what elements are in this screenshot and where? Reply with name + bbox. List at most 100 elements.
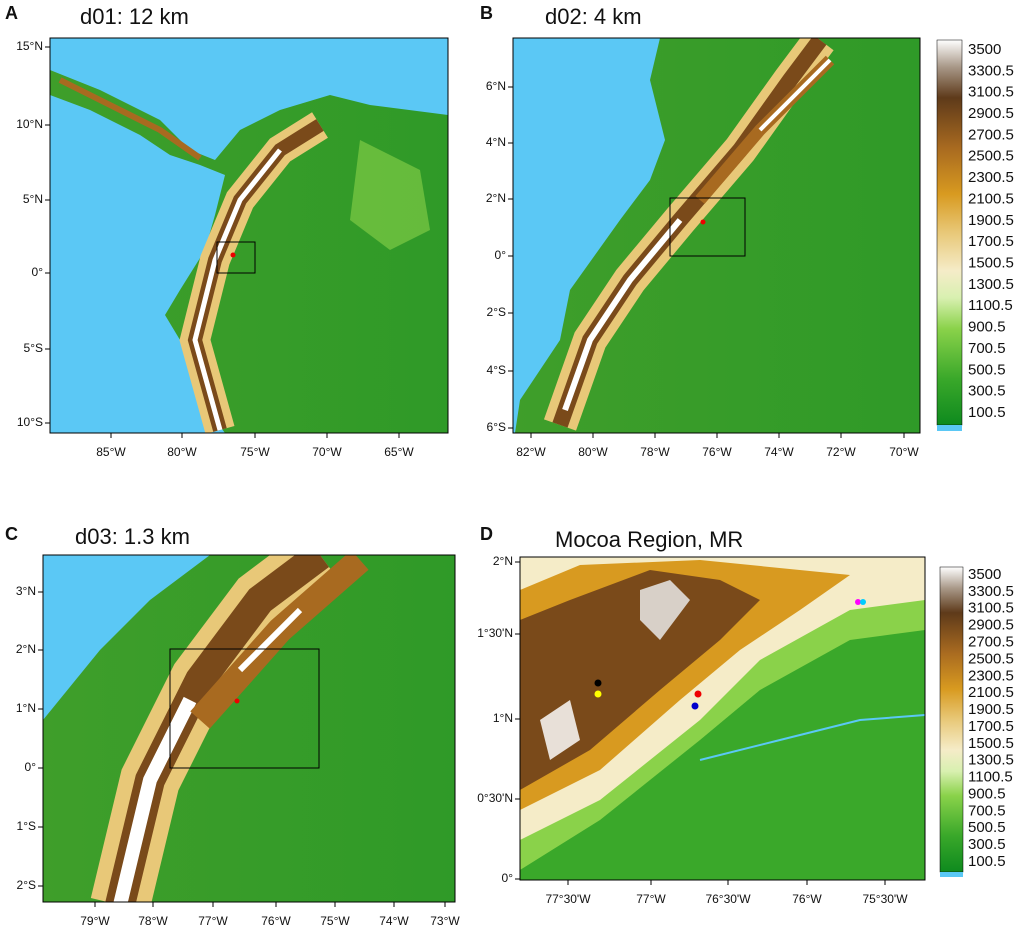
x-tick-label: 76°W xyxy=(702,445,732,459)
x-tick-label: 76°W xyxy=(792,892,822,906)
map-c xyxy=(43,555,455,902)
y-tick-label: 0° xyxy=(25,760,37,774)
colorbar-label: 300.5 xyxy=(968,836,1006,853)
colorbar-low xyxy=(940,872,963,877)
colorbar-label: 2100.5 xyxy=(968,684,1014,701)
x-tick-label: 75°W xyxy=(320,914,350,928)
y-tick-label: 1°30'N xyxy=(477,626,513,640)
colorbar-label: 1100.5 xyxy=(968,769,1013,786)
x-tick-label: 80°W xyxy=(578,445,608,459)
y-tick-label: 0° xyxy=(32,265,44,279)
colorbar-label: 3300.5 xyxy=(968,62,1014,79)
colorbar-label: 2700.5 xyxy=(968,633,1014,650)
colorbar-label: 1500.5 xyxy=(968,735,1014,752)
colorbar xyxy=(939,566,964,873)
colorbar-label: 900.5 xyxy=(968,319,1006,336)
colorbar-label: 3300.5 xyxy=(968,583,1014,600)
colorbar-label: 100.5 xyxy=(968,853,1006,870)
colorbar-label: 300.5 xyxy=(968,383,1006,400)
colorbar-label: 2900.5 xyxy=(968,617,1014,634)
x-tick-label: 80°W xyxy=(167,445,197,459)
y-tick-label: 2°N xyxy=(493,554,513,568)
colorbar-label: 3500 xyxy=(968,41,1001,58)
x-tick-label: 65°W xyxy=(384,445,414,459)
y-tick-label: 4°S xyxy=(487,363,506,377)
colorbar xyxy=(936,39,963,426)
y-tick-label: 0° xyxy=(495,248,507,262)
colorbar-label: 3100.5 xyxy=(968,84,1014,101)
y-tick-label: 4°N xyxy=(486,135,506,149)
x-tick-label: 82°W xyxy=(516,445,546,459)
x-tick-label: 77°30'W xyxy=(545,892,591,906)
colorbar-label: 1500.5 xyxy=(968,254,1014,271)
colorbar-label: 500.5 xyxy=(968,819,1006,836)
y-tick-label: 1°N xyxy=(493,711,513,725)
panel-title: Mocoa Region, MR xyxy=(555,527,743,552)
x-tick-label: 77°W xyxy=(198,914,228,928)
map-a xyxy=(50,38,448,433)
y-tick-label: 6°S xyxy=(487,420,506,434)
y-tick-label: 6°N xyxy=(486,79,506,93)
x-tick-label: 77°W xyxy=(636,892,666,906)
panel-letter: A xyxy=(5,3,18,23)
y-tick-label: 5°S xyxy=(24,341,43,355)
map-d xyxy=(520,557,925,880)
colorbar-label: 700.5 xyxy=(968,802,1006,819)
colorbar-label: 500.5 xyxy=(968,361,1006,378)
y-tick-label: 0° xyxy=(502,871,514,885)
panel-title: d01: 12 km xyxy=(80,4,189,29)
panel-title: d02: 4 km xyxy=(545,4,642,29)
colorbar-low xyxy=(937,425,962,431)
colorbar-label: 700.5 xyxy=(968,340,1006,357)
x-tick-label: 85°W xyxy=(96,445,126,459)
x-tick-label: 75°30'W xyxy=(862,892,908,906)
colorbar-label: 2300.5 xyxy=(968,667,1014,684)
map-b xyxy=(513,38,920,433)
x-tick-label: 78°W xyxy=(138,914,168,928)
y-tick-label: 10°S xyxy=(17,415,43,429)
colorbar-label: 2500.5 xyxy=(968,148,1014,165)
colorbar-label: 1300.5 xyxy=(968,276,1014,293)
colorbar-label: 1700.5 xyxy=(968,718,1014,735)
x-tick-label: 75°W xyxy=(240,445,270,459)
y-tick-label: 15°N xyxy=(16,39,43,53)
panel-title: d03: 1.3 km xyxy=(75,524,190,549)
panel-letter: C xyxy=(5,524,18,544)
colorbar-label: 900.5 xyxy=(968,785,1006,802)
y-tick-label: 2°S xyxy=(487,305,506,319)
x-tick-label: 72°W xyxy=(826,445,856,459)
colorbar-label: 3500 xyxy=(968,566,1001,583)
colorbar-label: 1700.5 xyxy=(968,233,1014,250)
y-tick-label: 1°S xyxy=(17,819,36,833)
x-tick-label: 76°30'W xyxy=(705,892,751,906)
y-tick-label: 2°N xyxy=(16,642,36,656)
frame xyxy=(49,37,449,434)
x-tick-label: 73°W xyxy=(430,914,460,928)
y-tick-label: 0°30'N xyxy=(477,791,513,805)
colorbar-label: 1900.5 xyxy=(968,701,1014,718)
y-tick-label: 5°N xyxy=(23,192,43,206)
x-tick-label: 76°W xyxy=(261,914,291,928)
y-tick-label: 2°S xyxy=(17,878,36,892)
x-tick-label: 74°W xyxy=(764,445,794,459)
y-tick-label: 10°N xyxy=(16,117,43,131)
x-tick-label: 78°W xyxy=(640,445,670,459)
y-tick-label: 1°N xyxy=(16,701,36,715)
y-tick-label: 3°N xyxy=(16,584,36,598)
colorbar-label: 1100.5 xyxy=(968,297,1013,314)
x-tick-label: 70°W xyxy=(889,445,919,459)
colorbar-label: 2900.5 xyxy=(968,105,1014,122)
colorbar-label: 1300.5 xyxy=(968,752,1014,769)
colorbar-label: 2500.5 xyxy=(968,650,1014,667)
x-tick-label: 70°W xyxy=(312,445,342,459)
colorbar-label: 100.5 xyxy=(968,404,1006,421)
frame xyxy=(42,554,456,903)
panel-letter: B xyxy=(480,3,493,23)
colorbar-label: 2100.5 xyxy=(968,190,1014,207)
colorbar-label: 2700.5 xyxy=(968,126,1014,143)
x-tick-label: 74°W xyxy=(379,914,409,928)
y-tick-label: 2°N xyxy=(486,191,506,205)
colorbar-label: 2300.5 xyxy=(968,169,1014,186)
colorbar-label: 1900.5 xyxy=(968,212,1014,229)
